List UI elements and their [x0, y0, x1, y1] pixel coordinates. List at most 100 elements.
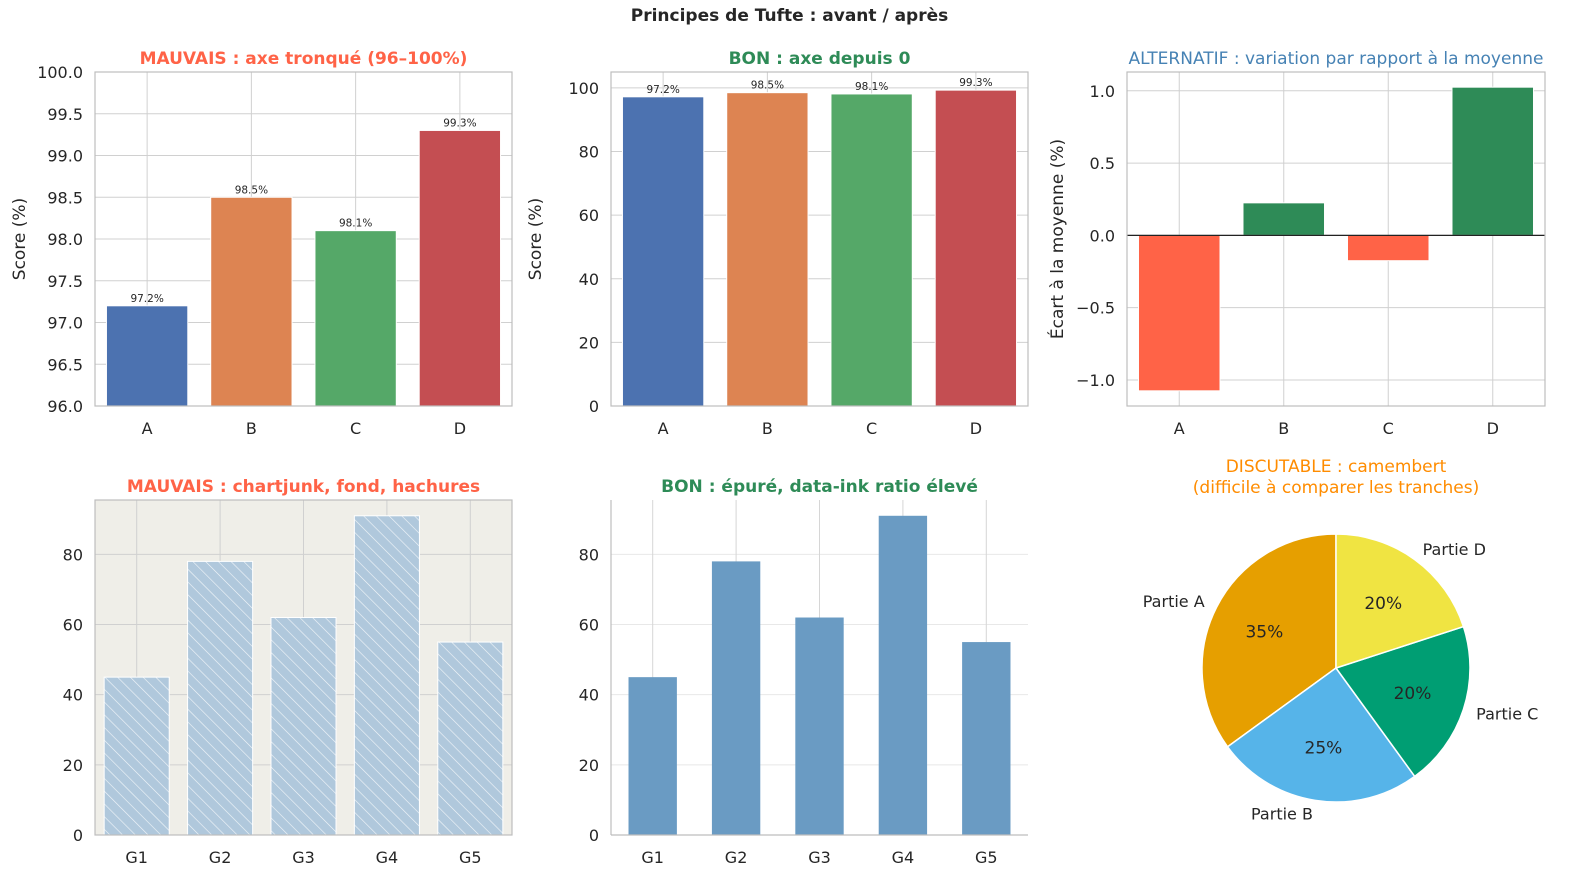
pie-slice-partie-c [1334, 625, 1471, 778]
y-tick-label: 98.0 [47, 230, 83, 249]
y-tick-label: 0 [73, 826, 83, 845]
bar-g5 [962, 642, 1011, 835]
x-tick-label: G2 [209, 848, 232, 867]
y-tick-label: 97.0 [47, 314, 83, 333]
bar-d [934, 89, 1018, 407]
y-tick-label: 40 [579, 686, 599, 705]
pie-pct-label: 20% [1394, 684, 1432, 704]
y-tick-label: 97.5 [47, 272, 83, 291]
y-tick-label: 99.0 [47, 147, 83, 166]
pie-slice-partie-b [1226, 666, 1416, 803]
chart-title: ALTERNATIF : variation par rapport à la … [1129, 49, 1544, 69]
x-tick-label: G1 [125, 848, 148, 867]
y-tick-label: 1.0 [1090, 82, 1115, 101]
x-tick-label: D [1487, 419, 1499, 438]
bar-a [621, 96, 705, 407]
data-label: 98.5% [751, 80, 784, 92]
pie-label: Partie A [1143, 592, 1205, 611]
pie-pct-label: 35% [1245, 622, 1283, 642]
pie-chart: 35% Partie A 25% Partie B 20% Partie C 20% Part… [1143, 457, 1539, 824]
y-tick-label: −0.5 [1076, 299, 1115, 318]
bar-c [830, 93, 913, 407]
bar-d [1451, 86, 1535, 236]
pie-pct-label: 25% [1305, 738, 1343, 758]
bar-a [105, 305, 189, 407]
y-tick-label: 60 [579, 616, 599, 635]
y-tick-label: 100.0 [37, 63, 83, 82]
x-tick-label: G1 [641, 848, 664, 867]
chart-title-line: DISCUTABLE : camembert [1226, 457, 1447, 477]
y-tick-label: 96.0 [47, 397, 83, 416]
y-axis-label: Score (%) [10, 198, 30, 280]
data-label: 97.2% [646, 84, 679, 96]
x-tick-label: G2 [725, 848, 748, 867]
x-tick-label: G5 [459, 848, 482, 867]
deviation-chart: −1.0 −0.5 0.0 0.5 1.0 A B C D ALTERNATIF : variat… [1046, 49, 1546, 438]
y-tick-label: 20 [579, 333, 599, 352]
bar-b [1242, 202, 1326, 236]
pie-label: Partie B [1251, 805, 1313, 824]
bar-d [418, 129, 502, 407]
bar-hatching [104, 677, 170, 835]
data-label: 99.3% [443, 117, 476, 129]
pie-slice-partie-a [1201, 533, 1337, 748]
pie-slice-partie-d [1335, 533, 1465, 670]
data-label: 99.3% [959, 77, 992, 89]
y-tick-label: 80 [579, 545, 599, 564]
bar-g4 [878, 515, 928, 835]
zero-axis-chart: 97.2% 98.5% 98.1% 99.3% 0 20 40 60 80 100 A B C D BON … [526, 49, 1029, 438]
y-tick-label: 0 [589, 397, 599, 416]
bar-hatching [187, 561, 253, 835]
y-tick-label: 96.5 [47, 355, 83, 374]
pie-label: Partie D [1423, 540, 1486, 559]
y-tick-label: 98.5 [47, 188, 83, 207]
x-tick-label: B [246, 419, 257, 438]
suptitle: Principes de Tufte : avant / après [630, 6, 949, 26]
truncated-axis-chart: 97.2% 98.5% 98.1% 99.3% 96.0 96.5 97.0 97.5 98.0… [10, 49, 513, 438]
plot-frame [94, 499, 513, 836]
x-tick-label: C [350, 419, 361, 438]
data-label: 98.1% [855, 81, 888, 93]
bar-hatching [354, 515, 420, 835]
x-tick-label: D [970, 419, 982, 438]
bar-hatching [437, 642, 503, 835]
clean-chart: 0 20 40 60 80 G1 G2 G3 G4 G5 BON : épuré, data-ink… [579, 477, 1028, 867]
y-tick-label: 99.5 [47, 105, 83, 124]
y-tick-label: 20 [63, 756, 83, 775]
bar-g3 [795, 617, 844, 835]
x-tick-label: A [1174, 419, 1185, 438]
chart-title-line: (difficile à comparer les tranches) [1193, 478, 1479, 498]
x-tick-label: G3 [292, 848, 315, 867]
y-tick-label: −1.0 [1076, 371, 1115, 390]
bar-b [726, 92, 809, 407]
y-tick-label: 80 [579, 143, 599, 162]
x-tick-label: B [762, 419, 773, 438]
bar-hatching [270, 617, 337, 835]
x-tick-label: G4 [376, 848, 399, 867]
x-tick-label: G4 [892, 848, 915, 867]
x-tick-label: C [1383, 419, 1394, 438]
chart-title: BON : axe depuis 0 [729, 49, 911, 69]
y-tick-label: 40 [63, 686, 83, 705]
y-tick-label: 20 [579, 756, 599, 775]
y-tick-label: 0.0 [1090, 226, 1115, 245]
plot-frame [1126, 71, 1546, 407]
data-label: 98.5% [235, 184, 268, 196]
plot-frame [610, 71, 1029, 407]
bar-c [314, 230, 397, 407]
pie-label: Partie C [1476, 705, 1538, 724]
pie-pct-label: 20% [1364, 594, 1402, 614]
chart-title: BON : épuré, data-ink ratio élevé [661, 477, 978, 497]
y-tick-label: 0 [589, 826, 599, 845]
y-tick-label: 60 [63, 616, 83, 635]
y-tick-label: 40 [579, 270, 599, 289]
y-tick-label: 80 [63, 545, 83, 564]
y-axis-label: Écart à la moyenne (%) [1046, 139, 1068, 339]
bar-c [1346, 234, 1430, 262]
y-tick-label: 0.5 [1090, 154, 1115, 173]
x-tick-label: G5 [975, 848, 998, 867]
x-tick-label: A [658, 419, 669, 438]
y-tick-label: 100 [568, 79, 599, 98]
x-tick-label: C [866, 419, 877, 438]
